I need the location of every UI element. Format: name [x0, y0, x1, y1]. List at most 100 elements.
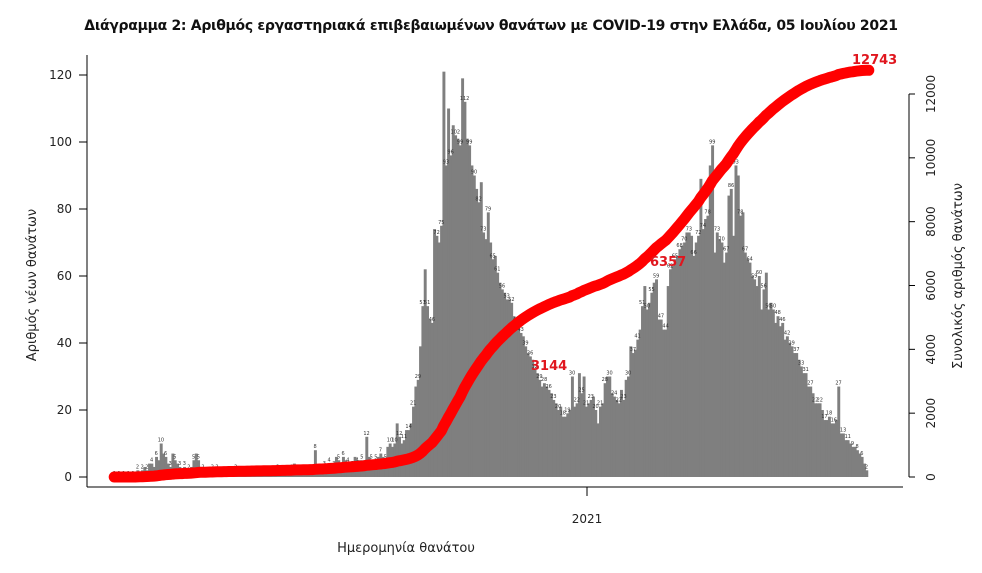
bar: [542, 383, 546, 477]
bar-value-label: 27: [835, 381, 841, 387]
bar: [813, 403, 817, 477]
bar-value-label: 52: [508, 297, 514, 303]
bar-value-label: 48: [775, 310, 781, 316]
bar-value-label: 86: [728, 183, 734, 189]
bar: [622, 399, 626, 477]
bar: [451, 125, 455, 477]
bar: [732, 235, 736, 477]
bar: [680, 245, 684, 477]
bar: [461, 78, 465, 477]
bar-value-label: 13: [840, 427, 846, 433]
bar-value-label: 2: [865, 464, 868, 470]
bar: [575, 403, 579, 477]
y2-tick-label: 4000: [924, 334, 938, 365]
y2-tick-label: 8000: [924, 206, 938, 237]
bar: [306, 473, 310, 477]
bar: [823, 420, 827, 477]
bar: [584, 406, 588, 477]
bar: [372, 463, 376, 477]
bar: [612, 396, 616, 477]
bar: [605, 376, 609, 477]
bar-value-label: 72: [433, 230, 439, 236]
bar: [743, 252, 747, 477]
bar-value-label: 67: [742, 247, 748, 253]
bar: [428, 319, 432, 477]
bar: [664, 329, 668, 477]
bar: [419, 346, 423, 477]
bar: [725, 252, 729, 477]
bar: [785, 336, 789, 477]
bar: [538, 379, 542, 477]
bar: [468, 145, 472, 477]
bar: [659, 319, 663, 477]
bar: [524, 346, 528, 477]
bar-value-label: 61: [494, 267, 500, 273]
bar: [643, 286, 647, 477]
bar: [634, 349, 637, 477]
bar: [521, 336, 525, 477]
bar-value-label: 67: [723, 247, 729, 253]
bar-value-label: 3: [183, 461, 186, 467]
bar-value-label: 51: [424, 300, 430, 306]
bar: [818, 403, 822, 477]
left-y-axis: 0 20 40 60 80 100 120: [49, 68, 87, 484]
bar: [533, 369, 537, 477]
bar: [720, 242, 724, 477]
bar-value-label: 4: [346, 458, 349, 464]
bar: [645, 309, 649, 477]
bar: [671, 265, 675, 477]
bar-value-label: 31: [803, 367, 809, 373]
bar: [638, 329, 642, 477]
bar: [549, 393, 553, 477]
bar-value-label: 74: [700, 223, 706, 229]
bar-value-label: 56: [761, 283, 767, 289]
bar: [711, 145, 715, 477]
bar: [447, 108, 451, 477]
bar-value-label: 21: [597, 401, 603, 407]
bar-value-label: 70: [681, 237, 687, 243]
bar-value-label: 5: [360, 454, 363, 460]
bar-value-label: 6: [342, 451, 345, 457]
bar: [547, 389, 551, 477]
bar: [157, 460, 161, 477]
bar: [531, 359, 535, 477]
bar-value-label: 11: [845, 434, 851, 440]
bar: [762, 289, 766, 477]
bar-value-label: 10: [158, 438, 164, 444]
y2-axis-title: Συνολικός αριθμός θανάτων: [951, 183, 966, 369]
y-tick-label: 120: [49, 68, 72, 82]
bar-value-label: 53: [504, 293, 510, 299]
bar: [610, 393, 614, 477]
bar-value-label: 4: [328, 458, 331, 464]
bar: [690, 235, 694, 477]
bar: [792, 353, 796, 477]
bar: [636, 339, 640, 477]
bar-value-label: 59: [653, 273, 659, 279]
bar: [563, 416, 567, 477]
bar: [809, 386, 813, 477]
bar: [545, 386, 549, 477]
bar-value-label: 36: [527, 350, 533, 356]
bar: [470, 165, 474, 477]
y-tick-label: 0: [64, 470, 72, 484]
bar: [729, 188, 733, 477]
bar-value-label: 39: [522, 340, 528, 346]
bar-value-label: 24: [611, 391, 617, 397]
bar: [617, 403, 621, 477]
bar: [802, 373, 806, 477]
bar: [650, 292, 654, 477]
bar-value-label: 12: [396, 431, 402, 437]
bar: [734, 165, 738, 477]
bar: [449, 155, 453, 477]
bar-value-label: 6: [155, 451, 158, 457]
bar: [718, 239, 722, 477]
annotation-3144: 3144: [531, 359, 567, 374]
bar-value-label: 26: [546, 384, 552, 390]
bar-value-label: 79: [485, 206, 491, 212]
bar: [580, 393, 584, 477]
y-axis-title: Αριθμός νέων θανάτων: [25, 209, 40, 361]
bar: [311, 473, 315, 477]
bar-value-label: 19: [564, 407, 570, 413]
bar: [748, 262, 752, 477]
bar-value-label: 30: [606, 371, 612, 377]
